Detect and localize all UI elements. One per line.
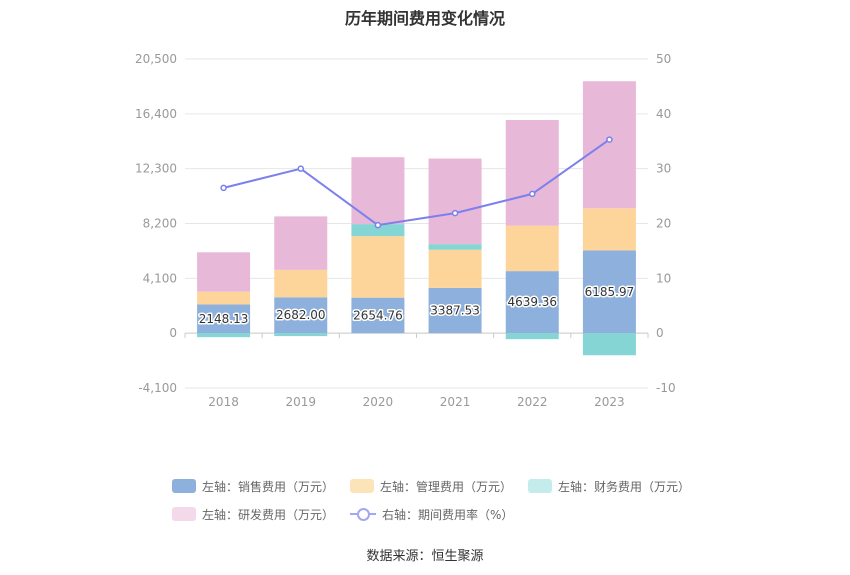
y-right-tick-label: 20 [656,217,671,231]
legend-label-admin: 左轴：管理费用（万元） [380,479,513,494]
x-tick-label: 2019 [285,395,316,409]
y-left-tick-label: 4,100 [143,271,177,285]
legend-swatch-expense-rate [350,507,377,521]
bar-segment [428,158,482,245]
y-left-tick-label: 16,400 [135,107,177,121]
y-left-tick-label: 20,500 [135,52,177,66]
bar-data-label: 6185.97 [585,285,635,299]
legend-item-rnd[interactable]: 左轴：研发费用（万元） [172,506,334,523]
legend-label-expense-rate: 右轴：期间费用率（%） [382,507,514,522]
bar-data-label: 3387.53 [430,304,480,318]
bar-segment [274,216,328,270]
legend-label-rnd: 左轴：研发费用（万元） [202,507,335,522]
x-tick-label: 2020 [363,395,394,409]
x-tick-label: 2022 [517,395,548,409]
legend-dot-mark [357,508,371,521]
bar-segment [274,333,328,337]
y-right-tick-label: 30 [656,162,671,176]
legend-item-finance[interactable]: 左轴：财务费用（万元） [528,478,690,495]
bar-segment [351,224,405,237]
y-left-tick-label: -4,100 [138,381,177,395]
y-left-tick-label: 0 [169,326,177,340]
bar-segment [351,236,405,298]
bar-segment [197,252,251,292]
y-right-tick-label: -10 [656,381,676,395]
legend-swatch-rnd [172,507,196,521]
y-left-tick-label: 8,200 [143,217,177,231]
expense-rate-point [220,184,227,192]
y-left-tick-label: 12,300 [135,162,177,176]
x-tick-label: 2018 [208,395,239,409]
bar-segment [582,208,636,251]
legend-label-finance: 左轴：财务费用（万元） [558,479,691,494]
legend-swatch-finance [528,479,553,493]
chart-title: 历年期间费用变化情况 [344,9,505,28]
legend-swatch-admin [350,479,375,493]
legend-swatch-sales [172,479,196,493]
bar-segment [505,225,559,272]
bar-segment [197,333,251,338]
bar-segment [582,81,636,209]
y-right-tick-label: 40 [656,107,671,121]
bar-segment [274,297,328,334]
legend-label-sales: 左轴：销售费用（万元） [202,479,335,494]
bar-data-label: 2682.00 [276,308,326,322]
y-right-tick-label: 50 [656,52,671,66]
y-right-tick-label: 10 [656,271,671,285]
expense-chart: 20,500 16,400 12,300 8,200 4,100 0 -4,100 50 40 3… [135,52,676,409]
bar-segment [505,119,559,226]
legend-row-1: 左轴：销售费用（万元） 左轴：管理费用（万元） 左轴：财务费用（万元） [172,472,712,500]
bar-segment [505,333,559,340]
bar-segment [428,249,482,288]
bar-segment [197,304,251,334]
expense-rate-point [451,209,459,217]
bar-segment [505,271,559,334]
expense-rate-line [223,138,610,227]
x-tick-label: 2021 [440,395,471,409]
bar-segment [428,287,482,334]
bar-segment [351,157,405,225]
y-right-tick-label: 0 [656,326,664,340]
expense-rate-point [297,165,304,172]
legend: 左轴：销售费用（万元） 左轴：管理费用（万元） 左轴：财务费用（万元） 左轴：研… [172,472,712,528]
bar-segment [274,269,328,298]
bar-segment [197,291,251,305]
expense-rate-point [374,221,382,229]
bar-data-label: 2654.76 [353,308,403,322]
expense-rate-point [529,190,536,198]
x-tick-label: 2023 [594,395,625,409]
legend-item-sales[interactable]: 左轴：销售费用（万元） [172,478,334,495]
bar-segment [582,333,636,356]
bar-data-label: 4639.36 [507,295,557,309]
legend-item-admin[interactable]: 左轴：管理费用（万元） [350,478,512,495]
bar-data-label: 2148.13 [199,312,249,326]
legend-row-2: 左轴：研发费用（万元） 右轴：期间费用率（%） [172,500,712,528]
bar-segment [582,250,636,334]
bar-segment [351,297,405,334]
data-source: 数据来源：恒生聚源 [366,549,484,564]
legend-item-expense-rate[interactable]: 右轴：期间费用率（%） [350,506,513,523]
expense-rate-point [606,136,613,143]
bar-segment [428,244,482,250]
